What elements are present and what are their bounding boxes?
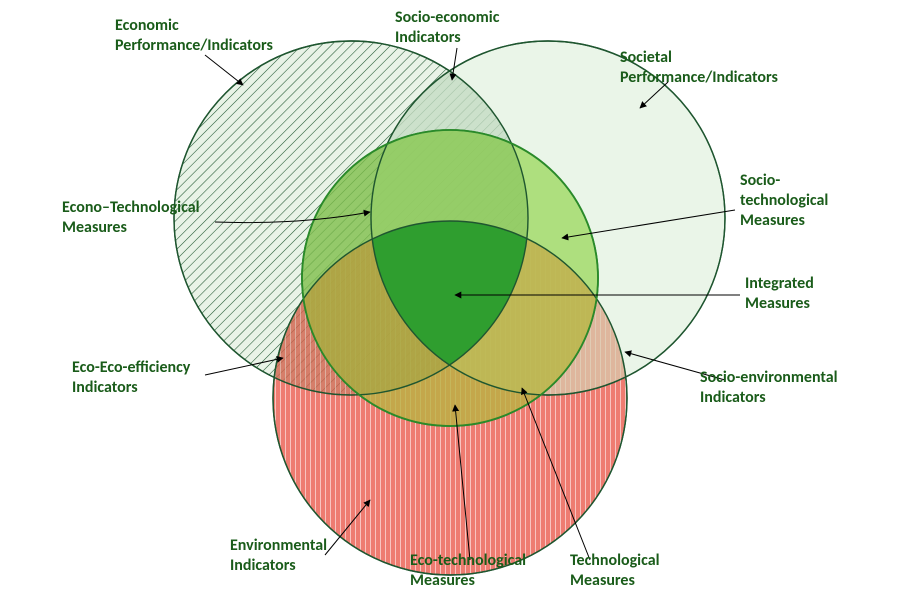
label-socio-econ-2: Indicators — [395, 28, 461, 47]
label-socio-tech-2: technological — [740, 191, 828, 210]
label-socio-econ-1: Socio-economic — [395, 8, 500, 27]
label-economic-2: Performance/Indicators — [115, 36, 273, 55]
label-integrated-2: Measures — [745, 294, 810, 313]
label-societal-2: Performance/Indicators — [620, 68, 778, 87]
label-env-2: Indicators — [230, 556, 296, 575]
label-econo-tech-1: Econo–Technological — [62, 198, 200, 217]
label-tech-1: Technological — [570, 551, 660, 570]
label-eco-eco-2: Indicators — [72, 378, 138, 397]
label-societal-1: Societal — [620, 48, 672, 67]
label-eco-tech-2: Measures — [410, 571, 475, 590]
venn-diagram: Economic Performance/Indicators Socio-ec… — [0, 0, 900, 590]
label-integrated-1: Integrated — [745, 274, 814, 293]
label-socio-env-2: Indicators — [700, 388, 766, 407]
label-eco-tech-1: Eco-technological — [410, 551, 526, 570]
label-socio-tech-1: Socio- — [740, 171, 780, 190]
label-socio-env-1: Socio-environmental — [700, 368, 838, 387]
label-econo-tech-2: Measures — [62, 218, 127, 237]
label-eco-eco-1: Eco-Eco-efficiency — [72, 358, 191, 377]
label-env-1: Environmental — [230, 536, 327, 555]
label-tech-2: Measures — [570, 571, 635, 590]
label-socio-tech-3: Measures — [740, 211, 805, 230]
label-economic-1: Economic — [115, 16, 179, 35]
